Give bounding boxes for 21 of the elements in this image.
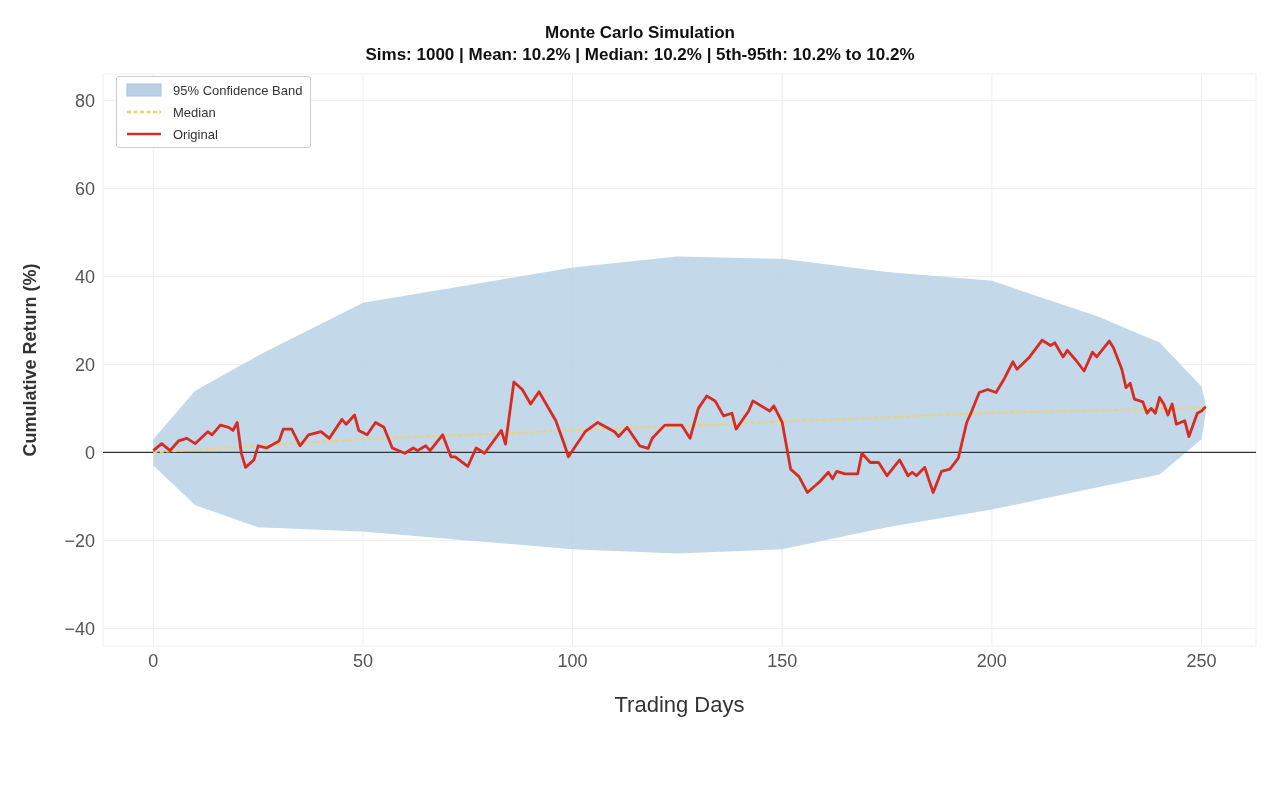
y-tick-label: −40 bbox=[64, 618, 95, 639]
x-tick-label: 200 bbox=[976, 650, 1007, 671]
x-tick-label: 50 bbox=[352, 650, 373, 671]
legend-label: Original bbox=[173, 126, 218, 142]
x-tick-label: 100 bbox=[557, 650, 588, 671]
x-tick-label: 150 bbox=[767, 650, 798, 671]
line-series bbox=[151, 338, 1208, 494]
y-tick-label: 20 bbox=[74, 354, 95, 375]
y-tick-label: 80 bbox=[74, 90, 95, 111]
x-tick-label: 250 bbox=[1186, 650, 1217, 671]
x-tick-label: 0 bbox=[148, 650, 159, 671]
y-tick-label: 40 bbox=[74, 266, 95, 287]
chart-title: Monte Carlo Simulation bbox=[544, 22, 736, 44]
x-axis-title: Trading Days bbox=[614, 692, 745, 717]
chart-subtitle: Sims: 1000 | Mean: 10.2% | Median: 10.2% | 5th-95th: 10.2% to 10.2% bbox=[364, 44, 916, 66]
legend-label: Median bbox=[173, 104, 216, 120]
y-tick-label: 60 bbox=[74, 178, 95, 199]
legend-label: 95% Confidence Band bbox=[173, 82, 303, 98]
y-axis-title: Cumulative Return (%) bbox=[20, 263, 41, 457]
y-tick-label: 0 bbox=[84, 442, 95, 463]
y-tick-label: −20 bbox=[64, 530, 95, 551]
